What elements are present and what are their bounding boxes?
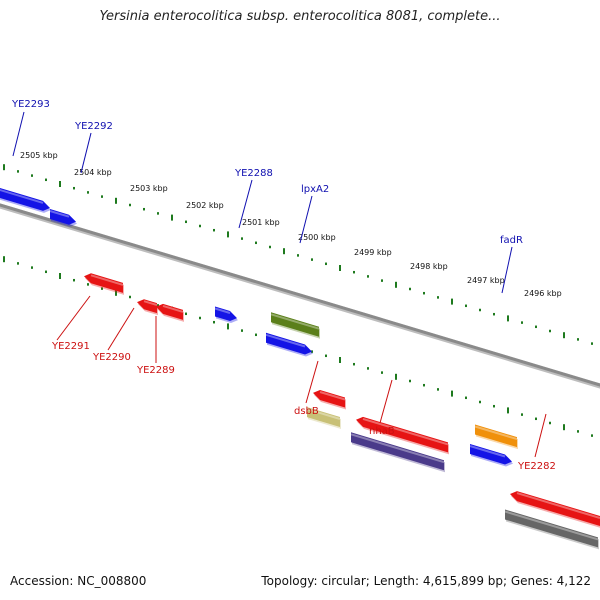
kbp-label: 2501 kbp — [242, 218, 280, 227]
kbp-label: 2505 kbp — [20, 151, 58, 160]
gene-shape — [0, 187, 50, 211]
gene-highlight — [49, 210, 70, 218]
gene-shape — [356, 416, 448, 453]
gene-label[interactable]: YE2288 — [234, 168, 273, 179]
gene-feature[interactable] — [469, 444, 513, 467]
gene-highlight — [319, 391, 346, 401]
gene-ye2288[interactable] — [214, 306, 238, 324]
gene-ye2292[interactable] — [49, 209, 77, 227]
gene-shape — [50, 209, 76, 225]
dna-backbone — [0, 203, 600, 389]
tick-track-bottom — [3, 256, 593, 437]
gene-label[interactable]: dsbB — [294, 406, 319, 417]
gene-highlight — [306, 408, 341, 420]
gene-label[interactable]: YE2290 — [92, 352, 131, 363]
gene-highlight — [162, 304, 184, 313]
gene-highlight — [0, 188, 44, 204]
gene-shape — [156, 303, 183, 320]
gene-feature[interactable] — [306, 407, 341, 429]
leader-line — [107, 307, 135, 351]
gene-shape — [510, 491, 600, 526]
gene-highlight — [474, 425, 518, 441]
tick-track-top — [3, 164, 593, 345]
gene-nhab[interactable] — [356, 416, 449, 455]
gene-label[interactable]: YE2289 — [136, 365, 175, 376]
gene-ye2291[interactable] — [84, 273, 124, 295]
kbp-label: 2502 kbp — [186, 201, 224, 210]
kbp-label: 2504 kbp — [74, 168, 112, 177]
gene-feature[interactable] — [265, 332, 313, 357]
kbp-label: 2496 kbp — [524, 289, 562, 298]
gene-shape — [137, 299, 157, 314]
gene-label[interactable]: YE2293 — [11, 99, 50, 110]
gene-shape — [475, 424, 517, 448]
gene-feature[interactable] — [504, 509, 599, 550]
leader-line — [299, 195, 313, 244]
gene-label[interactable]: YE2291 — [51, 341, 90, 352]
kbp-label: 2497 kbp — [467, 276, 505, 285]
gene-highlight — [143, 300, 158, 307]
gene-label[interactable]: nhaB — [369, 426, 395, 437]
leader-line — [305, 360, 319, 404]
gene-highlight — [265, 333, 306, 348]
gene-feature[interactable] — [350, 432, 445, 473]
gene-highlight — [270, 313, 320, 330]
gene-shape — [505, 509, 598, 548]
gene-highlight — [516, 492, 600, 519]
leader-line — [534, 413, 547, 458]
map-title: Yersinia enterocolitica subsp. enterocol… — [99, 9, 501, 24]
gene-highlight — [504, 510, 599, 541]
leader-line — [12, 111, 25, 157]
gene-ye2282[interactable] — [510, 491, 600, 528]
gene-shape — [266, 332, 312, 355]
gene-shape — [307, 407, 340, 427]
gene-shape — [313, 390, 345, 408]
gene-shape — [351, 432, 444, 471]
kbp-label: 2503 kbp — [130, 184, 168, 193]
kbp-label: 2498 kbp — [410, 262, 448, 271]
gene-shape — [470, 444, 512, 465]
gene-highlight — [362, 417, 449, 446]
gene-label[interactable]: fadR — [500, 235, 523, 246]
gene-dsbb[interactable] — [313, 390, 346, 410]
leader-line — [80, 132, 92, 174]
gene-highlight — [469, 445, 506, 458]
gene-label[interactable]: lpxA2 — [301, 184, 329, 195]
kbp-label: 2499 kbp — [354, 248, 392, 257]
gene-highlight — [350, 433, 445, 464]
gene-shape — [215, 306, 237, 321]
backbone-line — [0, 203, 600, 387]
gene-highlight — [214, 307, 231, 314]
topology-label: Topology: circular; Length: 4,615,899 bp… — [261, 574, 591, 588]
kbp-label: 2500 kbp — [298, 233, 336, 242]
accession-label: Accession: NC_008800 — [10, 574, 147, 588]
kbp-labels: 2505 kbp 2504 kbp 2503 kbp 2502 kbp 2501 kbp… — [20, 151, 562, 298]
gene-highlight — [90, 274, 124, 286]
gene-fadr[interactable] — [474, 424, 518, 450]
gene-lpxa2[interactable] — [270, 312, 320, 339]
leader-line — [56, 295, 91, 341]
gene-label[interactable]: YE2292 — [74, 121, 113, 132]
gene-shape — [271, 312, 319, 337]
gene-features — [0, 187, 600, 550]
leader-line — [238, 179, 253, 229]
gene-shape — [84, 273, 123, 293]
gene-ye2290[interactable] — [137, 299, 158, 316]
leader-line — [501, 246, 513, 294]
gene-ye2289[interactable] — [156, 303, 184, 322]
leader-line — [379, 379, 393, 424]
gene-ye2293[interactable] — [0, 187, 51, 213]
gene-label[interactable]: YE2282 — [517, 461, 556, 472]
